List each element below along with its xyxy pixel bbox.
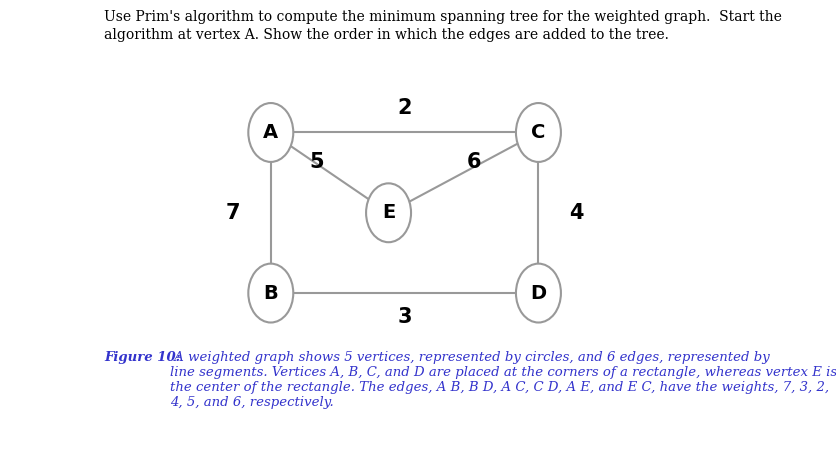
Ellipse shape	[366, 183, 411, 242]
Ellipse shape	[516, 263, 561, 323]
Text: A weighted graph shows 5 vertices, represented by circles, and 6 edges, represen: A weighted graph shows 5 vertices, repre…	[170, 351, 836, 409]
Text: D: D	[530, 283, 547, 303]
Text: 5: 5	[309, 152, 324, 172]
Text: 3: 3	[397, 307, 412, 327]
Text: Figure 10:: Figure 10:	[104, 351, 181, 364]
Text: E: E	[382, 203, 395, 222]
Text: B: B	[263, 283, 278, 303]
Ellipse shape	[248, 263, 293, 323]
Ellipse shape	[516, 103, 561, 162]
Ellipse shape	[248, 103, 293, 162]
Text: Use Prim's algorithm to compute the minimum spanning tree for the weighted graph: Use Prim's algorithm to compute the mini…	[104, 10, 782, 42]
Text: C: C	[531, 123, 546, 142]
Text: 7: 7	[226, 203, 241, 223]
Text: A: A	[263, 123, 278, 142]
Text: 4: 4	[568, 203, 584, 223]
Text: 2: 2	[397, 98, 412, 118]
Text: 6: 6	[467, 152, 482, 172]
